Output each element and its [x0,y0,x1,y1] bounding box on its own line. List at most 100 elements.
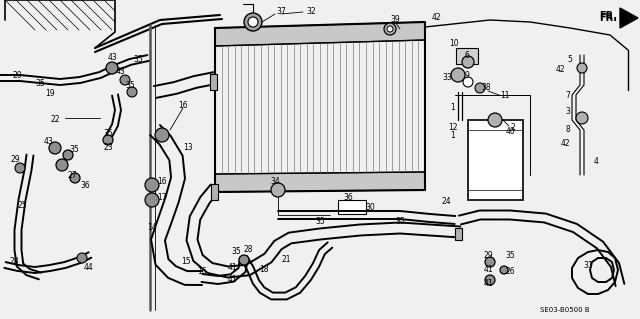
Text: 16: 16 [178,100,188,109]
Text: 23: 23 [103,144,113,152]
Circle shape [106,62,118,74]
Circle shape [77,253,87,263]
Text: 34: 34 [270,177,280,187]
Text: 35: 35 [103,129,113,137]
Text: 29: 29 [10,155,20,165]
Text: 35: 35 [231,248,241,256]
Text: 3: 3 [566,108,570,116]
Text: 1: 1 [451,103,456,113]
Text: 20: 20 [12,70,22,79]
Polygon shape [215,22,425,46]
Text: 15: 15 [181,257,191,266]
Circle shape [145,178,159,192]
Text: 22: 22 [51,115,60,124]
Text: 42: 42 [555,65,565,75]
Text: 42: 42 [560,138,570,147]
Text: 16: 16 [157,177,167,187]
Text: 43: 43 [43,137,53,146]
Text: 25: 25 [17,201,27,210]
Text: 24: 24 [441,197,451,206]
Text: 32: 32 [306,8,316,17]
Circle shape [127,87,137,97]
Polygon shape [620,8,638,28]
Text: 33: 33 [442,73,452,83]
Text: 41: 41 [483,265,493,275]
Text: 29: 29 [483,250,493,259]
Text: FR.: FR. [599,13,617,23]
Text: 6: 6 [465,50,469,60]
Circle shape [387,26,393,32]
Bar [455,228,462,240]
Text: 35: 35 [505,251,515,261]
Text: 1: 1 [451,130,456,139]
Text: FR.: FR. [599,11,617,21]
Text: 18: 18 [259,265,269,275]
Text: 8: 8 [566,125,570,135]
Bar [468,120,523,200]
Bar [456,48,478,64]
Text: 13: 13 [183,144,193,152]
Circle shape [145,193,159,207]
Text: 41: 41 [227,276,237,285]
Text: 26: 26 [505,268,515,277]
Circle shape [488,113,502,127]
Text: 35: 35 [315,218,325,226]
Text: 42: 42 [431,13,441,23]
Text: 16: 16 [197,268,207,277]
Circle shape [15,163,25,173]
Circle shape [462,56,474,68]
Circle shape [103,135,113,145]
Bar [211,184,218,200]
Text: 41: 41 [483,278,493,287]
Text: 14: 14 [147,224,157,233]
Circle shape [577,63,587,73]
Polygon shape [215,172,425,192]
Circle shape [485,275,495,285]
Text: 10: 10 [449,39,459,48]
Circle shape [248,17,258,27]
Text: 7: 7 [566,91,570,100]
Text: 39: 39 [390,16,400,25]
Circle shape [49,142,61,154]
Circle shape [463,77,473,87]
Text: 28: 28 [243,246,253,255]
Text: 38: 38 [481,84,491,93]
Circle shape [271,183,285,197]
Text: 28: 28 [9,257,19,266]
Circle shape [576,112,588,124]
Text: 43: 43 [107,54,117,63]
Bar [338,200,366,214]
Circle shape [120,75,130,85]
Circle shape [384,23,396,35]
Text: 12: 12 [448,123,458,132]
Circle shape [244,13,262,31]
Text: 4: 4 [593,158,598,167]
Text: 35: 35 [35,79,45,88]
Circle shape [451,68,465,82]
Text: 19: 19 [45,90,55,99]
Circle shape [155,128,169,142]
Text: 21: 21 [281,256,291,264]
Circle shape [239,255,249,265]
Text: 35: 35 [69,145,79,154]
Text: 36: 36 [343,192,353,202]
Circle shape [475,83,485,93]
Circle shape [500,266,508,274]
Text: 30: 30 [365,203,375,211]
Text: 44: 44 [83,263,93,272]
Text: 37: 37 [276,8,286,17]
Text: 40: 40 [505,128,515,137]
Text: 17: 17 [157,192,167,202]
Text: 31: 31 [583,261,593,270]
Text: 9: 9 [465,71,469,80]
Text: 5: 5 [568,56,572,64]
Circle shape [70,173,80,183]
Circle shape [485,257,495,267]
Circle shape [63,150,73,160]
Text: 27: 27 [67,170,77,180]
Text: 35: 35 [395,218,405,226]
Text: 41: 41 [227,263,237,272]
Circle shape [56,159,68,171]
Text: 36: 36 [80,181,90,189]
Text: 11: 11 [500,91,509,100]
